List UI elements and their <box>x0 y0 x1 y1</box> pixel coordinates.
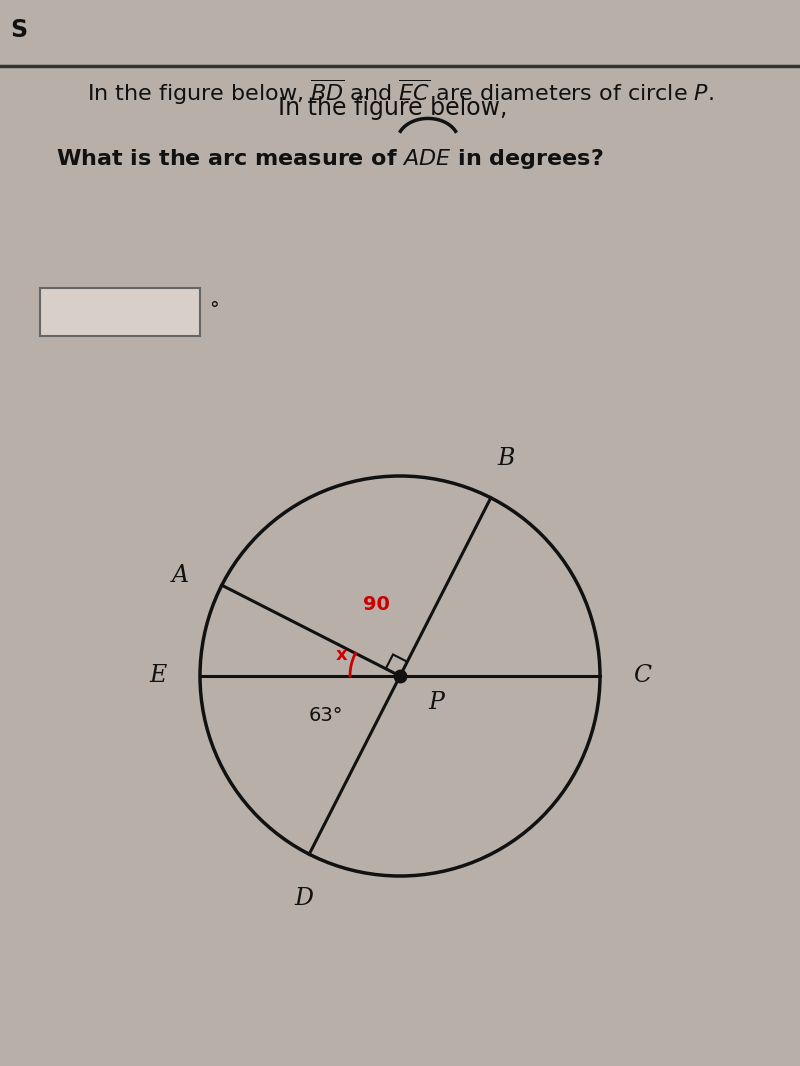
Text: 90: 90 <box>363 595 390 614</box>
Text: x: x <box>336 646 347 663</box>
Text: S: S <box>10 18 27 42</box>
Text: P: P <box>428 691 444 714</box>
Text: In the figure below, $\overline{BD}$ and $\overline{EC}$ are diameters of circle: In the figure below, $\overline{BD}$ and… <box>86 78 714 108</box>
Text: A: A <box>172 564 189 586</box>
Text: B: B <box>497 447 514 470</box>
Text: E: E <box>150 664 167 688</box>
Text: D: D <box>294 887 314 910</box>
Text: In the figure below,: In the figure below, <box>278 96 522 120</box>
Text: C: C <box>633 664 651 688</box>
Text: What is the arc measure of $ADE$ in degrees?: What is the arc measure of $ADE$ in degr… <box>56 147 604 172</box>
Text: °: ° <box>210 301 219 319</box>
Text: 63°: 63° <box>309 706 343 725</box>
